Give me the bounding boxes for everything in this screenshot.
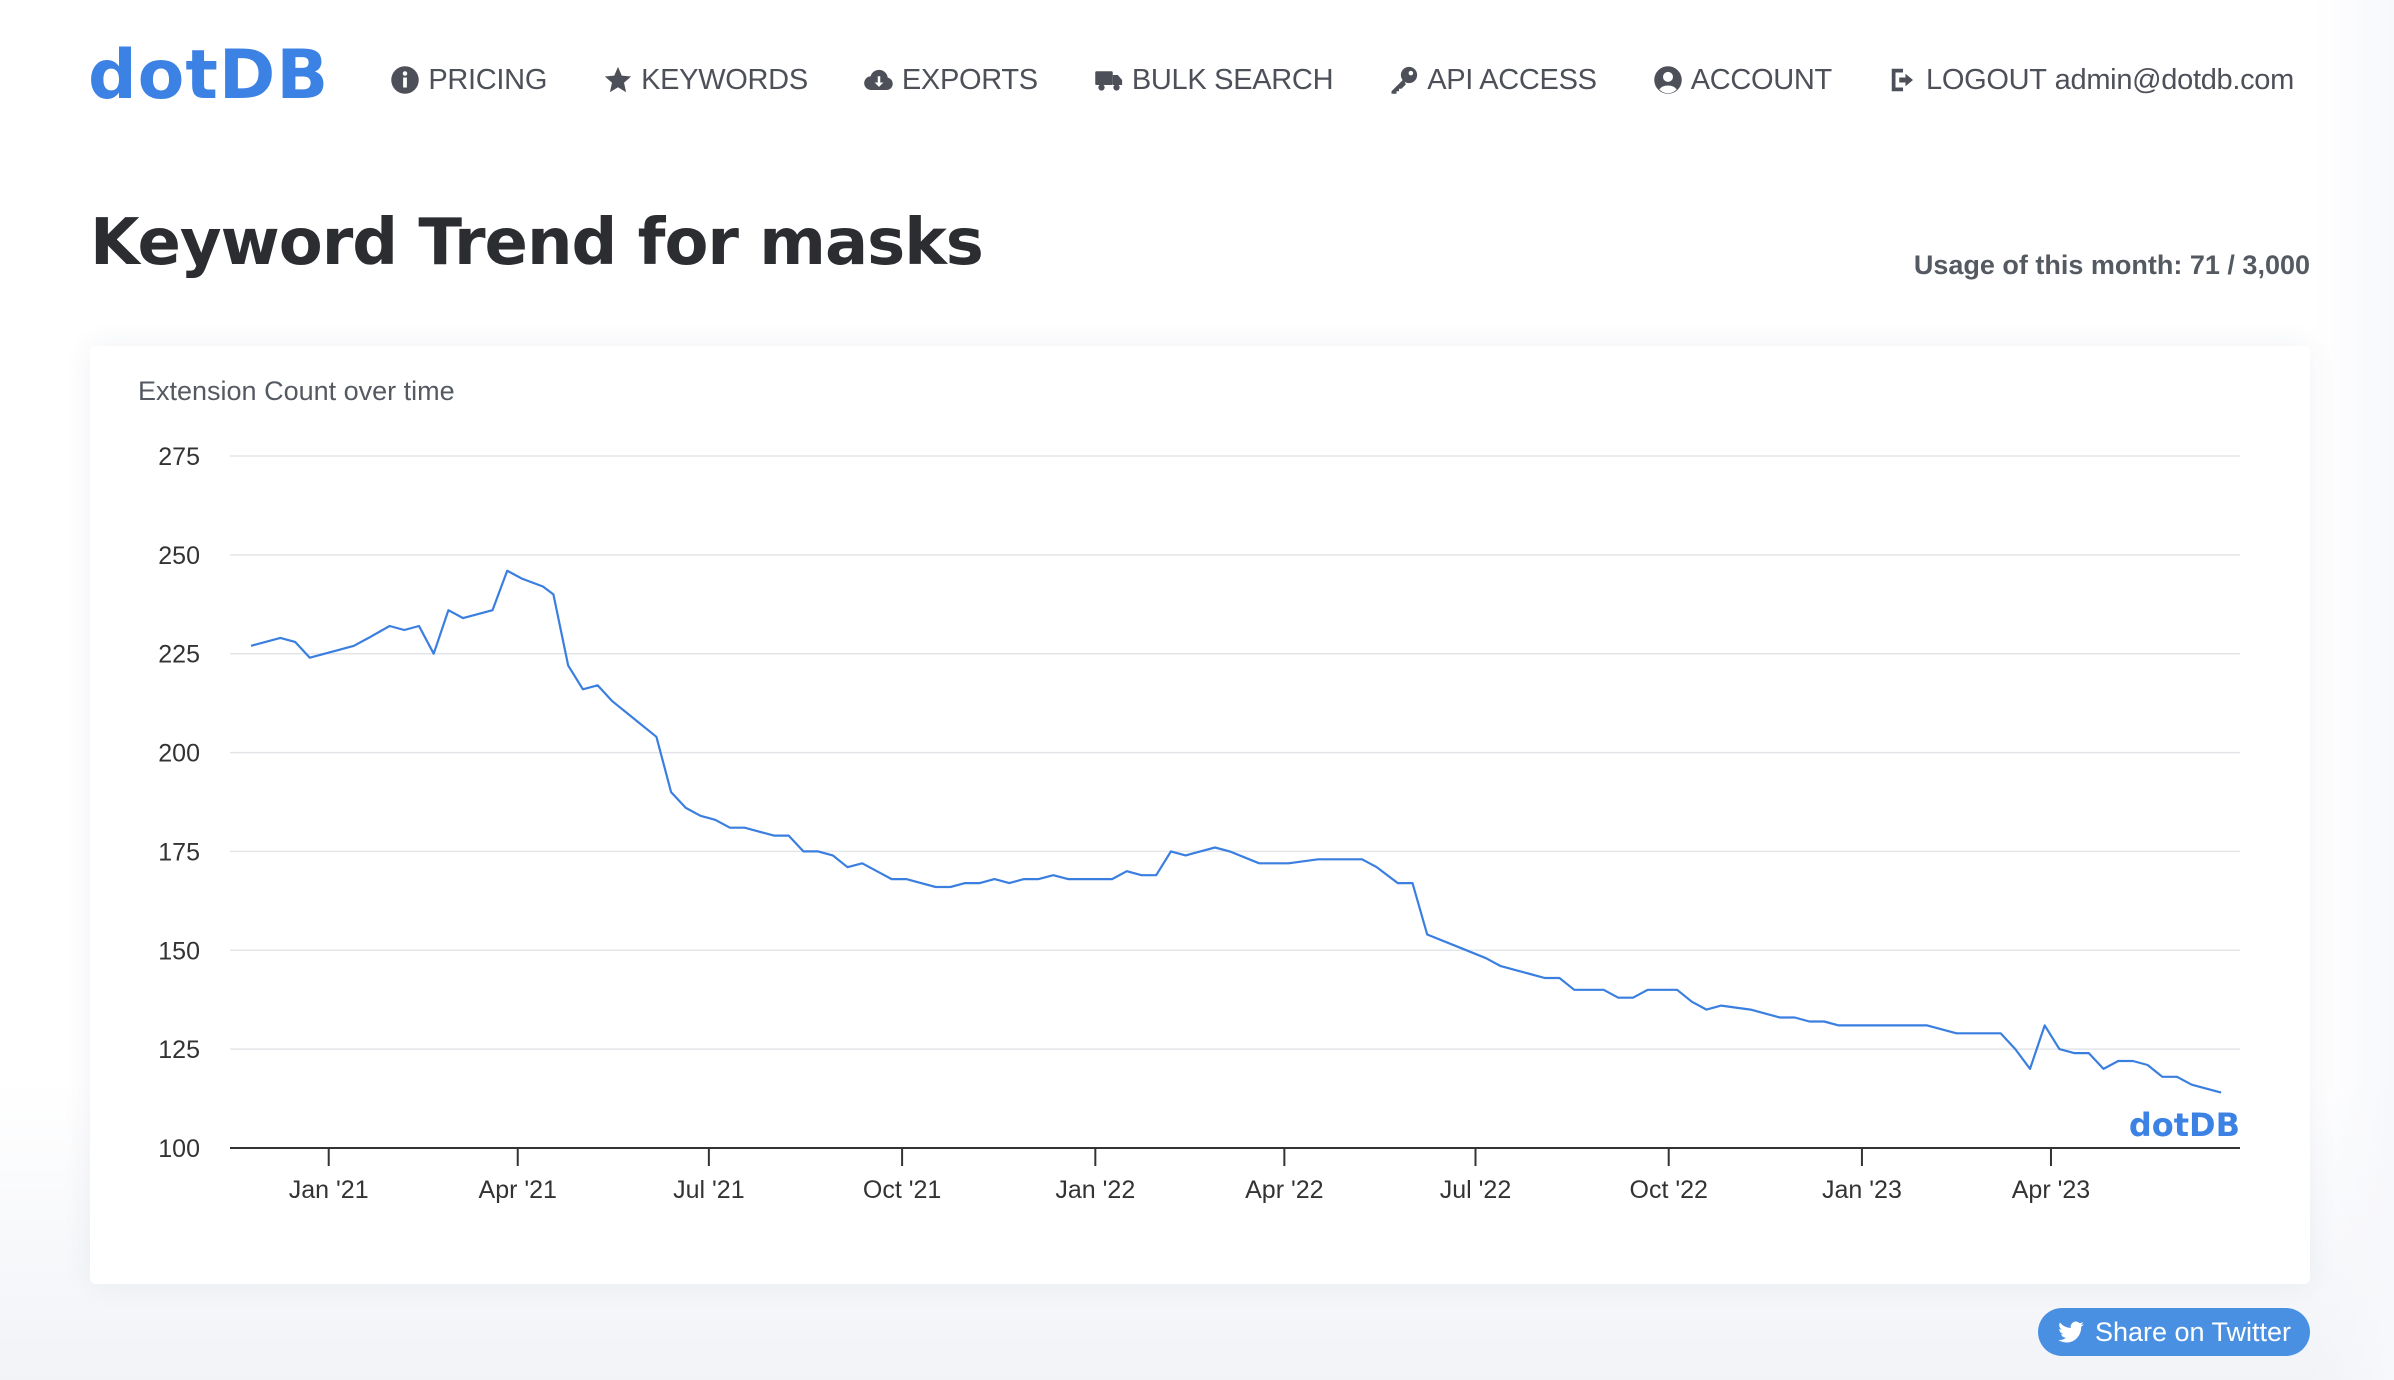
nav-keywords[interactable]: KEYWORDS bbox=[603, 64, 808, 97]
nav-keywords-label: KEYWORDS bbox=[641, 63, 808, 96]
nav-bulk-search-label: BULK SEARCH bbox=[1131, 63, 1334, 96]
series-line bbox=[250, 569, 2222, 1094]
y-tick-label: 200 bbox=[158, 740, 200, 768]
chart-watermark: dotDB bbox=[2129, 1106, 2240, 1144]
y-tick-label: 150 bbox=[158, 937, 200, 965]
nav-pricing[interactable]: PRICING bbox=[390, 64, 547, 97]
y-tick-label: 225 bbox=[158, 641, 200, 669]
x-tick-label: Apr '21 bbox=[479, 1176, 557, 1204]
nav-logout[interactable]: LOGOUT admin@dotdb.com bbox=[1888, 64, 2294, 97]
twitter-icon bbox=[2058, 1321, 2084, 1343]
y-tick-label: 250 bbox=[158, 542, 200, 570]
x-tick-label: Jul '21 bbox=[673, 1176, 744, 1204]
chart-card: Extension Count over time 100 125 150 175 20… bbox=[90, 346, 2310, 1284]
cloud-download-icon bbox=[864, 69, 893, 91]
nav-pricing-label: PRICING bbox=[428, 63, 548, 96]
main-nav: PRICING KEYWORDS EXPORTS BULK SEARCH API… bbox=[334, 58, 2294, 102]
trend-chart: 100 125 150 175 200 225 250 275 Jan '21 Apr '21 Ju… bbox=[158, 443, 2240, 1204]
nav-exports-label: EXPORTS bbox=[901, 63, 1038, 96]
x-tick-label: Oct '21 bbox=[863, 1176, 941, 1204]
x-tick-label: Jul '22 bbox=[1440, 1176, 1511, 1204]
y-tick-label: 175 bbox=[158, 838, 200, 866]
user-circle-icon bbox=[1653, 66, 1682, 94]
nav-logout-label: LOGOUT bbox=[1925, 63, 2047, 96]
nav-bulk-search[interactable]: BULK SEARCH bbox=[1094, 63, 1334, 97]
y-tick-label: 100 bbox=[158, 1135, 200, 1163]
x-tick-label: Apr '22 bbox=[1245, 1176, 1323, 1204]
x-tick-label: Oct '22 bbox=[1630, 1176, 1708, 1204]
nav-account-label: ACCOUNT bbox=[1690, 63, 1833, 96]
user-email: admin@dotdb.com bbox=[2054, 63, 2295, 96]
x-tick-label: Jan '23 bbox=[1822, 1176, 1902, 1204]
nav-exports[interactable]: EXPORTS bbox=[864, 64, 1038, 97]
dotdb-logo[interactable]: dotDB bbox=[88, 36, 330, 115]
usage-counter: Usage of this month: 71 / 3,000 bbox=[1913, 250, 2310, 280]
x-tick-label: Jan '22 bbox=[1055, 1176, 1135, 1204]
page-title: Keyword Trend for masks bbox=[90, 206, 984, 280]
share-twitter-button[interactable]: Share on Twitter bbox=[2038, 1308, 2310, 1356]
page-background-shade bbox=[2314, 0, 2394, 1380]
chart-card-label: Extension Count over time bbox=[138, 376, 455, 406]
y-tick-label: 275 bbox=[158, 443, 200, 471]
sign-out-icon bbox=[1891, 68, 1913, 92]
share-twitter-label: Share on Twitter bbox=[2094, 1316, 2292, 1347]
y-tick-label: 125 bbox=[158, 1036, 200, 1064]
key-icon bbox=[1391, 66, 1418, 94]
nav-api-access[interactable]: API ACCESS bbox=[1389, 63, 1597, 97]
nav-api-access-label: API ACCESS bbox=[1427, 63, 1597, 96]
star-icon bbox=[604, 66, 632, 93]
x-tick-label: Jan '21 bbox=[289, 1176, 369, 1204]
nav-account[interactable]: ACCOUNT bbox=[1653, 64, 1832, 97]
info-circle-icon bbox=[391, 66, 420, 94]
x-tick-label: Apr '23 bbox=[2012, 1176, 2090, 1204]
truck-icon bbox=[1095, 71, 1122, 91]
